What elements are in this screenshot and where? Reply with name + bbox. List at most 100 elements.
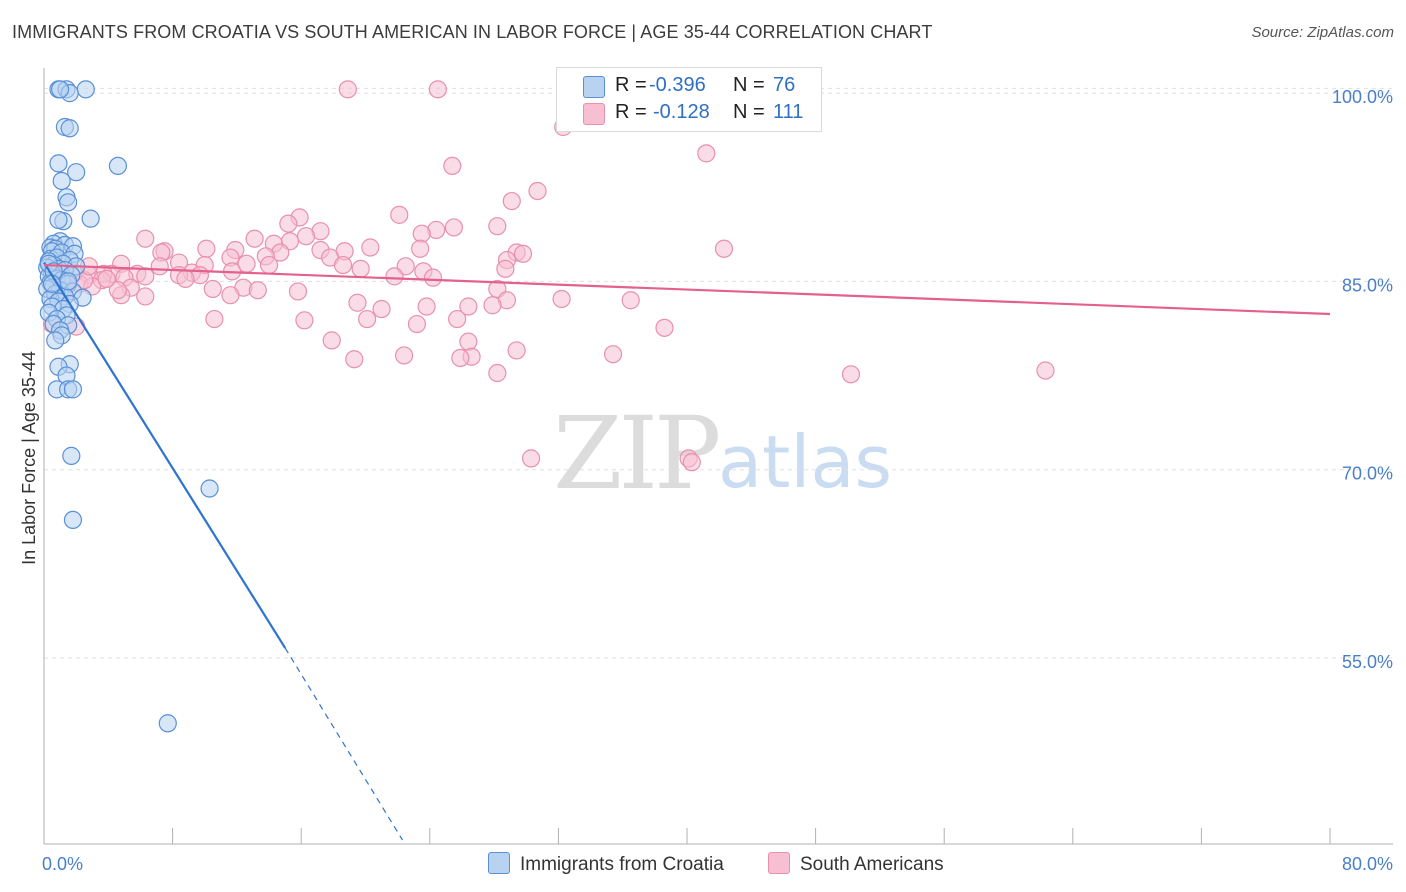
axes (43, 68, 1393, 845)
y-tick-label: 85.0% (1342, 275, 1393, 295)
croatia-point (59, 272, 78, 291)
south-american-point (351, 259, 370, 278)
south-american-point (1036, 361, 1055, 380)
south-american-point (507, 341, 526, 360)
south-american-point (411, 239, 430, 258)
y-tick-label: 70.0% (1342, 464, 1393, 484)
chart-title: IMMIGRANTS FROM CROATIA VS SOUTH AMERICA… (12, 22, 933, 42)
pink-swatch (768, 852, 790, 874)
south-american-point (407, 314, 427, 334)
south-american-point (348, 293, 367, 312)
source-credit: Source: ZipAtlas.com (1251, 24, 1394, 41)
croatia-point (67, 163, 86, 182)
south-american-point (197, 239, 216, 258)
south-american-point (459, 332, 478, 351)
south-american-point (502, 191, 521, 211)
r-label: R = (615, 101, 647, 123)
south-american-point (528, 181, 547, 201)
legend-label: South Americans (800, 854, 944, 875)
south-american-point (682, 453, 701, 472)
south-american-point (448, 309, 467, 329)
south-american-point (358, 309, 377, 329)
stats-legend-row-south-americans: R = -0.128 N = 111 (557, 101, 821, 128)
watermark-atlas: atlas (718, 420, 892, 504)
south-american-point (322, 331, 341, 350)
south-american-point (345, 350, 364, 369)
south-american-point (203, 279, 222, 299)
south-american-point (423, 268, 443, 287)
croatia-point (46, 331, 65, 350)
r-value: -0.128 (653, 101, 710, 123)
south-american-point (333, 255, 353, 275)
r-label: R = (615, 74, 647, 96)
south-american-point (390, 205, 409, 224)
south-american-point (136, 267, 155, 286)
axis-ticks: 55.0% 70.0% 85.0% 100.0% (1332, 87, 1393, 672)
south-american-point (496, 259, 515, 278)
trend-lines (43, 261, 1331, 841)
south-american-point (483, 296, 502, 315)
croatia-point (200, 479, 219, 498)
south-american-point (841, 365, 861, 384)
south-american-point (459, 297, 478, 316)
stats-legend-row-croatia: R = -0.396 N = 76 (557, 74, 821, 101)
south-american-point (621, 291, 640, 310)
croatia-point (59, 193, 78, 212)
croatia-point (108, 156, 128, 176)
south-american-point (697, 144, 716, 163)
south-american-point (412, 224, 431, 243)
south-american-point (245, 229, 264, 248)
r-value: -0.396 (649, 74, 706, 96)
croatia-point (52, 171, 71, 191)
south-american-point (488, 217, 507, 236)
n-value: 111 (773, 101, 804, 123)
south-american-point (97, 269, 116, 288)
south-american-point (444, 218, 464, 237)
n-label: N = (733, 101, 765, 123)
croatia-point (158, 714, 177, 733)
croatia-point (76, 80, 95, 99)
south-american-point (714, 239, 734, 258)
south-americans-points (42, 80, 1055, 472)
south-american-point (205, 309, 224, 329)
n-value: 76 (773, 74, 796, 96)
pink-swatch (583, 103, 605, 125)
y-tick-label: 100.0% (1332, 87, 1393, 107)
south-american-point (248, 281, 267, 300)
south-american-point (417, 297, 436, 316)
legend-item-croatia: Immigrants from Croatia (488, 852, 724, 876)
south-american-point (451, 348, 470, 368)
croatia-point (50, 80, 70, 99)
south-american-point (221, 286, 240, 305)
south-american-point (136, 229, 155, 248)
croatia-point (81, 209, 100, 228)
blue-swatch (488, 852, 510, 874)
south-american-point (428, 80, 447, 99)
south-american-point (372, 299, 391, 319)
croatia-point (62, 446, 81, 465)
south-american-point (603, 345, 623, 364)
legend-item-south-americans: South Americans (768, 852, 944, 876)
south-american-point (108, 281, 128, 300)
south-american-point (488, 363, 507, 383)
south-americans-trend-line (43, 263, 1331, 316)
croatia-points (38, 80, 219, 733)
axis-labels: In Labor Force | Age 35-44 0.0% 80.0% (19, 351, 1393, 874)
south-american-point (295, 311, 314, 330)
south-american-point (655, 318, 674, 337)
y-tick-label: 55.0% (1342, 652, 1393, 672)
south-american-point (385, 267, 404, 286)
x-tick-label-min: 0.0% (42, 854, 83, 874)
south-american-point (296, 227, 316, 246)
south-american-point (136, 287, 155, 306)
n-label: N = (733, 74, 765, 96)
croatia-point (49, 210, 68, 229)
grid-lines (44, 87, 1393, 659)
croatia-trend-line (43, 261, 287, 649)
south-american-point (394, 346, 414, 365)
south-american-point (259, 255, 279, 275)
south-american-point (552, 289, 571, 309)
croatia-point (49, 154, 68, 173)
x-tick-label-max: 80.0% (1342, 854, 1393, 874)
